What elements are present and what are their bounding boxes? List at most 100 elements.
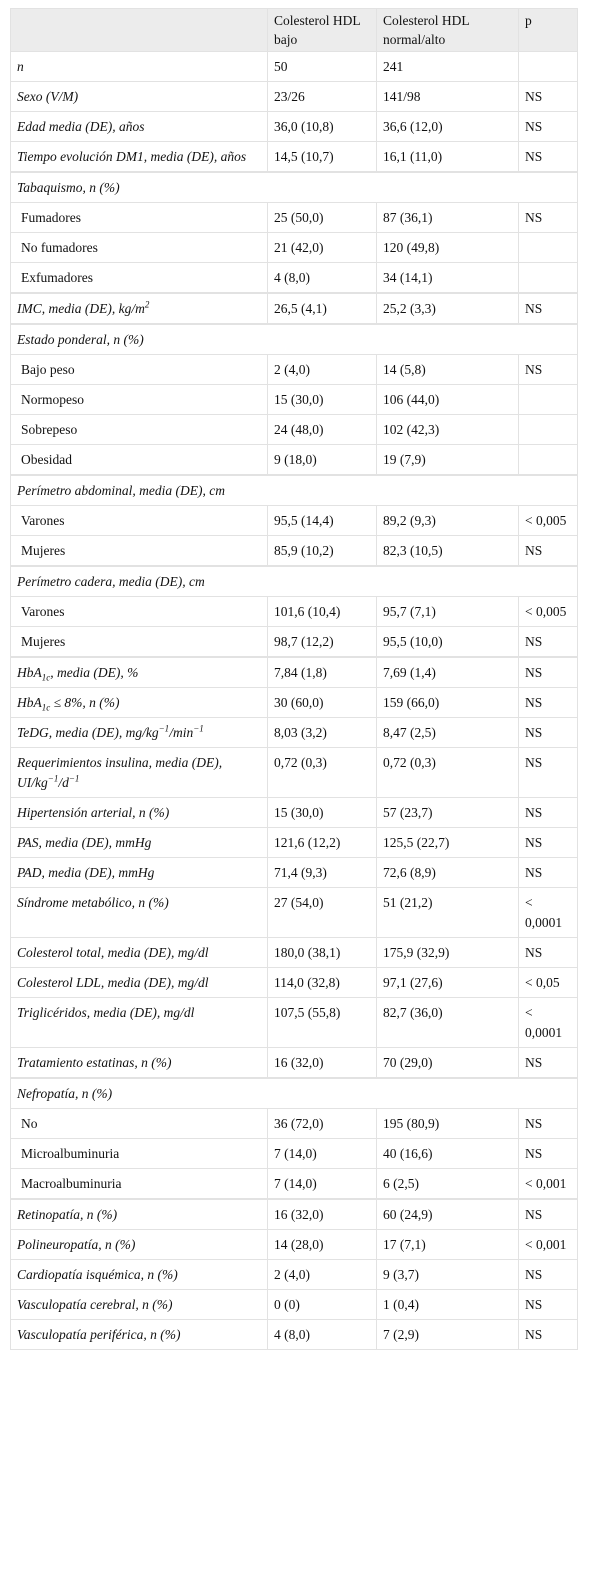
value-cell: 16,1 (11,0) bbox=[376, 141, 519, 172]
table-row: Triglicéridos, media (DE), mg/dl 107,5 (5… bbox=[10, 997, 578, 1048]
row-label: Cardiopatía isquémica, n (%) bbox=[10, 1259, 268, 1290]
table-row: Retinopatía, n (%) 16 (32,0) 60 (24,9) NS bbox=[10, 1199, 578, 1230]
value-cell bbox=[518, 444, 578, 475]
value-cell: NS bbox=[518, 354, 578, 385]
value-cell: 107,5 (55,8) bbox=[267, 997, 377, 1048]
value-cell: NS bbox=[518, 535, 578, 566]
label-superscript: 2 bbox=[144, 299, 150, 310]
value-cell: 71,4 (9,3) bbox=[267, 857, 377, 888]
value-cell: NS bbox=[518, 141, 578, 172]
group-title: Perímetro abdominal, media (DE), cm bbox=[10, 475, 578, 506]
group-title: Estado ponderal, n (%) bbox=[10, 324, 578, 355]
label-text: Requerimientos insulina, media (DE), UI/… bbox=[17, 755, 223, 790]
row-label: Polineuropatía, n (%) bbox=[10, 1229, 268, 1260]
value-cell: NS bbox=[518, 717, 578, 748]
row-label: Vasculopatía cerebral, n (%) bbox=[10, 1289, 268, 1320]
row-label: Microalbuminuria bbox=[10, 1138, 268, 1169]
value-cell: 24 (48,0) bbox=[267, 414, 377, 445]
table-row: PAS, media (DE), mmHg 121,6 (12,2) 125,5 (… bbox=[10, 827, 578, 858]
label-text: HbA bbox=[17, 665, 42, 680]
value-cell: 27 (54,0) bbox=[267, 887, 377, 938]
label-text: TeDG, media (DE), mg/kg bbox=[17, 725, 159, 740]
table-row: HbA1c ≤ 8%, n (%) 30 (60,0) 159 (66,0) NS bbox=[10, 687, 578, 718]
table-row: Colesterol total, media (DE), mg/dl 180,0… bbox=[10, 937, 578, 968]
row-label: Triglicéridos, media (DE), mg/dl bbox=[10, 997, 268, 1048]
group-title: Perímetro cadera, media (DE), cm bbox=[10, 566, 578, 597]
table-row: Vasculopatía periférica, n (%) 4 (8,0) 7 (… bbox=[10, 1319, 578, 1350]
value-cell: NS bbox=[518, 1199, 578, 1230]
value-cell bbox=[518, 384, 578, 415]
table-row: Requerimientos insulina, media (DE), UI/… bbox=[10, 747, 578, 798]
table-row: Varones 101,6 (10,4) 95,7 (7,1) < 0,005 bbox=[10, 596, 578, 627]
value-cell: 60 (24,9) bbox=[376, 1199, 519, 1230]
row-label: Varones bbox=[10, 505, 268, 536]
value-cell: 7,69 (1,4) bbox=[376, 657, 519, 688]
table-row: Exfumadores 4 (8,0) 34 (14,1) bbox=[10, 262, 578, 293]
value-cell: 180,0 (38,1) bbox=[267, 937, 377, 968]
label-superscript: −1 bbox=[68, 773, 80, 784]
table-body: n 50 241 Sexo (V/M) 23/26 141/98 NS Edad media … bbox=[10, 51, 578, 1350]
value-cell: 9 (3,7) bbox=[376, 1259, 519, 1290]
value-cell: 7 (2,9) bbox=[376, 1319, 519, 1350]
value-cell: NS bbox=[518, 1047, 578, 1078]
value-cell bbox=[518, 232, 578, 263]
table-row: Tratamiento estatinas, n (%) 16 (32,0) 70 … bbox=[10, 1047, 578, 1078]
table-row: IMC, media (DE), kg/m2 26,5 (4,1) 25,2 (3,… bbox=[10, 293, 578, 324]
value-cell: 40 (16,6) bbox=[376, 1138, 519, 1169]
row-label: Colesterol total, media (DE), mg/dl bbox=[10, 937, 268, 968]
value-cell: 8,03 (3,2) bbox=[267, 717, 377, 748]
value-cell: 1 (0,4) bbox=[376, 1289, 519, 1320]
row-label: Edad media (DE), años bbox=[10, 111, 268, 142]
value-cell: < 0,0001 bbox=[518, 887, 578, 938]
table-row: n 50 241 bbox=[10, 51, 578, 82]
table-row: No fumadores 21 (42,0) 120 (49,8) bbox=[10, 232, 578, 263]
table-row: Bajo peso 2 (4,0) 14 (5,8) NS bbox=[10, 354, 578, 385]
value-cell: 23/26 bbox=[267, 81, 377, 112]
value-cell: 0 (0) bbox=[267, 1289, 377, 1320]
table-row: TeDG, media (DE), mg/kg−1/min−1 8,03 (3,2… bbox=[10, 717, 578, 748]
label-text: IMC, media (DE), kg/m bbox=[17, 301, 145, 316]
table-row: No 36 (72,0) 195 (80,9) NS bbox=[10, 1108, 578, 1139]
value-cell: NS bbox=[518, 1319, 578, 1350]
value-cell: 82,7 (36,0) bbox=[376, 997, 519, 1048]
value-cell: 0,72 (0,3) bbox=[267, 747, 377, 798]
value-cell: 97,1 (27,6) bbox=[376, 967, 519, 998]
value-cell: 36 (72,0) bbox=[267, 1108, 377, 1139]
value-cell: 17 (7,1) bbox=[376, 1229, 519, 1260]
value-cell: 16 (32,0) bbox=[267, 1047, 377, 1078]
label-text: , media (DE), % bbox=[50, 665, 139, 680]
value-cell: NS bbox=[518, 797, 578, 828]
label-text: /d bbox=[58, 775, 69, 790]
header-cell: p bbox=[518, 8, 578, 52]
value-cell: 4 (8,0) bbox=[267, 1319, 377, 1350]
label-subscript: 1c bbox=[41, 672, 51, 683]
value-cell: NS bbox=[518, 1138, 578, 1169]
label-superscript: −1 bbox=[47, 773, 59, 784]
row-label: Sexo (V/M) bbox=[10, 81, 268, 112]
table-row: Mujeres 85,9 (10,2) 82,3 (10,5) NS bbox=[10, 535, 578, 566]
group-title-row: Nefropatía, n (%) bbox=[10, 1078, 578, 1109]
label-superscript: −1 bbox=[193, 723, 204, 734]
value-cell: NS bbox=[518, 687, 578, 718]
value-cell: 26,5 (4,1) bbox=[267, 293, 377, 324]
value-cell: 34 (14,1) bbox=[376, 262, 519, 293]
value-cell: < 0,001 bbox=[518, 1168, 578, 1199]
value-cell bbox=[518, 414, 578, 445]
value-cell: < 0,0001 bbox=[518, 997, 578, 1048]
value-cell: 7 (14,0) bbox=[267, 1138, 377, 1169]
value-cell: 21 (42,0) bbox=[267, 232, 377, 263]
table-row: Mujeres 98,7 (12,2) 95,5 (10,0) NS bbox=[10, 626, 578, 657]
row-label: Mujeres bbox=[10, 626, 268, 657]
header-row: Colesterol HDL bajo Colesterol HDL norma… bbox=[10, 8, 578, 52]
row-label: PAD, media (DE), mmHg bbox=[10, 857, 268, 888]
value-cell: 175,9 (32,9) bbox=[376, 937, 519, 968]
value-cell: 36,0 (10,8) bbox=[267, 111, 377, 142]
row-label: Hipertensión arterial, n (%) bbox=[10, 797, 268, 828]
value-cell: 7,84 (1,8) bbox=[267, 657, 377, 688]
label-superscript: −1 bbox=[158, 723, 170, 734]
value-cell: NS bbox=[518, 293, 578, 324]
data-table: Colesterol HDL bajo Colesterol HDL norma… bbox=[10, 8, 578, 1350]
row-label: Tiempo evolución DM1, media (DE), años bbox=[10, 141, 268, 172]
table-row: Varones 95,5 (14,4) 89,2 (9,3) < 0,005 bbox=[10, 505, 578, 536]
